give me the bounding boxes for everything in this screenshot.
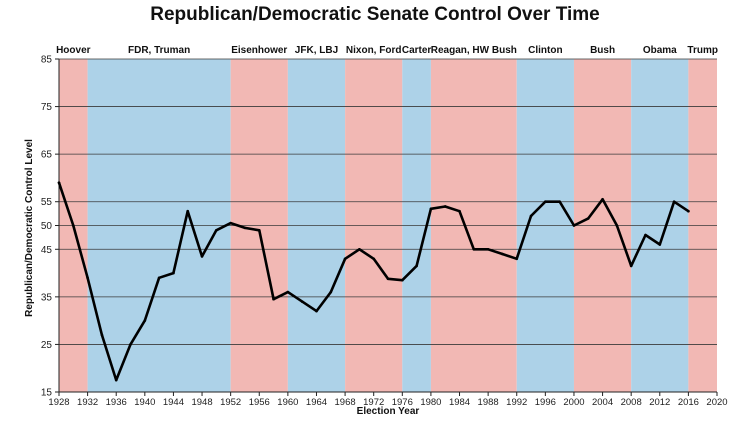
data-point: [257, 228, 261, 232]
data-point: [172, 271, 175, 275]
x-tick-label: 1948: [191, 397, 212, 408]
era-label: Carter: [402, 45, 432, 56]
data-point: [272, 297, 275, 301]
x-tick-label: 1932: [77, 397, 98, 408]
era-label: Nixon, Ford: [346, 45, 402, 56]
data-point: [544, 200, 547, 204]
data-point: [443, 205, 447, 208]
data-point: [572, 224, 576, 227]
era-label: Eisenhower: [231, 45, 287, 56]
x-axis-title: Election Year: [357, 406, 420, 417]
data-point: [486, 247, 490, 251]
data-point: [358, 247, 361, 251]
x-tick-label: 1976: [392, 397, 413, 408]
data-point: [687, 209, 690, 213]
data-point: [57, 181, 61, 184]
x-tick-label: 1960: [277, 397, 298, 408]
x-tick-label: 1984: [449, 397, 470, 408]
x-tick-label: 2016: [678, 397, 699, 408]
data-point: [86, 276, 89, 280]
data-point: [415, 264, 418, 268]
data-point: [386, 277, 390, 281]
y-tick-label: 50: [41, 221, 53, 232]
data-point: [515, 257, 519, 261]
era-label: Clinton: [528, 45, 562, 56]
x-tick-label: 2004: [592, 397, 613, 408]
x-tick-label: 2000: [563, 397, 584, 408]
era-label: Trump: [687, 45, 718, 56]
x-tick-label: 1988: [478, 397, 499, 408]
era-label: Hoover: [56, 45, 91, 56]
data-point: [644, 233, 647, 237]
era-label: Obama: [643, 45, 677, 56]
data-point: [72, 224, 75, 227]
x-tick-label: 1972: [363, 397, 384, 408]
data-point: [300, 300, 304, 303]
data-point: [315, 309, 318, 313]
data-point: [586, 217, 590, 220]
data-point: [129, 343, 132, 346]
x-tick-label: 2008: [621, 397, 642, 408]
data-point: [329, 290, 333, 294]
x-tick-label: 1996: [535, 397, 556, 408]
data-point: [501, 252, 504, 256]
data-point: [529, 214, 533, 218]
chart-title: Republican/Democratic Senate Control Ove…: [150, 4, 600, 25]
x-tick-label: 1928: [48, 397, 69, 408]
data-point: [401, 278, 404, 282]
data-point: [200, 255, 204, 258]
data-point: [286, 290, 290, 294]
data-point: [458, 209, 461, 213]
y-tick-label: 85: [41, 55, 53, 66]
series-layer: [57, 181, 690, 382]
x-tick-label: 1940: [134, 397, 155, 408]
grid-lines: [59, 58, 717, 345]
x-tick-label: 2012: [649, 397, 670, 408]
x-tick-label: 1968: [335, 397, 356, 408]
data-point: [343, 257, 347, 261]
era-label: FDR, Truman: [128, 45, 190, 56]
x-tick-label: 1964: [306, 397, 327, 408]
data-point: [186, 209, 190, 213]
x-tick-label: 1944: [163, 397, 184, 408]
axes: 15 25 35 45 50 55 65 75 85 1928 1932 1936 1940 1944 19…: [41, 55, 728, 409]
y-tick-label: 45: [41, 245, 53, 256]
data-point: [558, 200, 561, 204]
era-label: JFK, LBJ: [295, 45, 338, 56]
data-point: [100, 333, 104, 337]
data-point: [658, 243, 662, 246]
y-axis-title: Republican/Democratic Control Level: [24, 139, 35, 317]
era-label: Bush: [590, 45, 615, 56]
data-point: [229, 221, 232, 225]
x-tick-label: 1980: [420, 397, 441, 408]
x-tick-label: 2020: [706, 397, 727, 408]
y-tick-label: 35: [41, 292, 53, 303]
y-tick-label: 55: [41, 197, 53, 208]
era-labels: Hoover FDR, Truman Eisenhower JFK, LBJ Nixon…: [56, 45, 718, 56]
data-point: [615, 224, 619, 227]
data-point: [601, 198, 604, 201]
y-tick-label: 75: [41, 102, 53, 113]
x-tick-label: 1992: [506, 397, 527, 408]
y-tick-label: 25: [41, 340, 53, 351]
data-point: [672, 200, 676, 204]
data-point: [157, 276, 161, 280]
data-point: [472, 247, 476, 251]
data-point: [215, 228, 218, 232]
data-point: [429, 207, 433, 211]
data-point: [143, 319, 147, 322]
era-label: Reagan, HW Bush: [431, 45, 517, 56]
x-tick-label: 1956: [249, 397, 270, 408]
data-point: [372, 257, 375, 261]
data-point: [629, 264, 633, 268]
x-tick-label: 1936: [106, 397, 127, 408]
y-tick-label: 15: [41, 388, 53, 399]
data-point: [243, 226, 247, 230]
data-point: [114, 378, 118, 382]
x-tick-label: 1952: [220, 397, 241, 408]
y-tick-label: 65: [41, 150, 53, 161]
